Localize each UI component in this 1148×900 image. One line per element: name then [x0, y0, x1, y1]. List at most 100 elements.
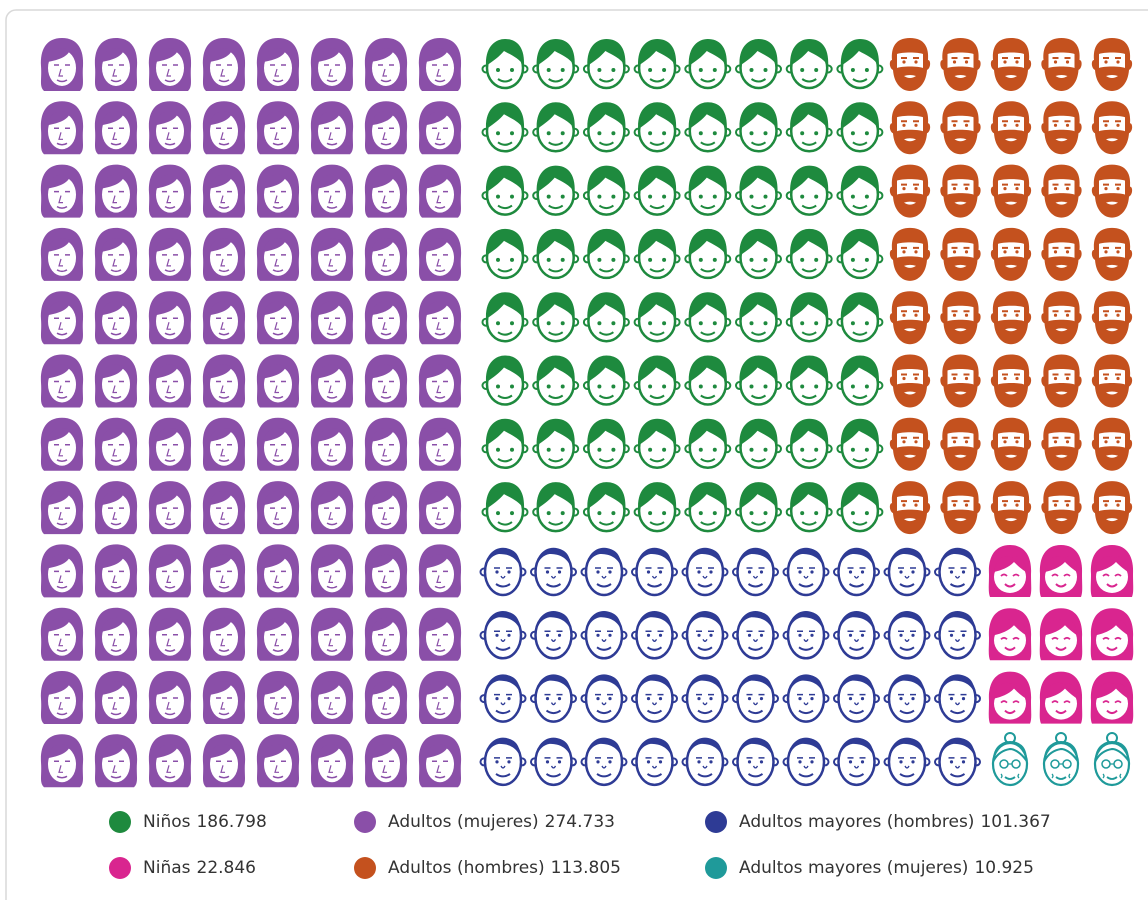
- icon: [95, 38, 137, 91]
- icon: [95, 544, 137, 597]
- icon: [311, 228, 353, 281]
- icon: [365, 418, 407, 471]
- legend-label: Adultos (hombres)113.805: [388, 858, 621, 878]
- icon: [989, 545, 1032, 597]
- icon: [149, 165, 191, 218]
- chart: Niños186.798 Niñas22.846 Adultos (mujeres)…: [0, 0, 1148, 900]
- legend-name: Adultos (mujeres): [388, 812, 539, 832]
- icon: [257, 418, 299, 471]
- icon: [365, 671, 407, 724]
- legend-swatch: [354, 857, 376, 879]
- icon: [419, 355, 461, 408]
- legend-label: Niños186.798: [143, 812, 267, 832]
- icon: [311, 418, 353, 471]
- icon: [41, 291, 83, 344]
- icon: [257, 101, 299, 154]
- icon: [203, 734, 245, 787]
- icon: [203, 228, 245, 281]
- icon: [203, 101, 245, 154]
- legend-name: Adultos mayores (mujeres): [739, 858, 968, 878]
- icon: [1040, 545, 1083, 597]
- icon: [41, 608, 83, 661]
- icon: [95, 228, 137, 281]
- icon: [257, 165, 299, 218]
- legend-name: Niñas: [143, 858, 191, 878]
- icon: [1091, 545, 1134, 597]
- icon: [365, 165, 407, 218]
- icon: [419, 165, 461, 218]
- legend-swatch: [705, 811, 727, 833]
- icon: [149, 291, 191, 344]
- icon: [95, 355, 137, 408]
- icon: [257, 544, 299, 597]
- icon: [419, 38, 461, 91]
- icon: [257, 608, 299, 661]
- icon: [203, 418, 245, 471]
- icon: [41, 228, 83, 281]
- icon: [365, 291, 407, 344]
- icon: [149, 228, 191, 281]
- icon: [419, 101, 461, 154]
- icon: [41, 481, 83, 534]
- icon: [41, 671, 83, 724]
- legend-value: 186.798: [196, 812, 266, 832]
- icon: [41, 734, 83, 787]
- icon: [419, 481, 461, 534]
- icon: [257, 734, 299, 787]
- icon: [149, 544, 191, 597]
- legend-value: 10.925: [974, 858, 1033, 878]
- icon: [311, 38, 353, 91]
- legend-name: Adultos mayores (hombres): [739, 812, 974, 832]
- icon: [95, 291, 137, 344]
- icon: [311, 165, 353, 218]
- icon: [365, 228, 407, 281]
- icon: [989, 608, 1032, 660]
- icon: [365, 355, 407, 408]
- icon: [419, 544, 461, 597]
- icon: [1091, 608, 1134, 660]
- icon: [311, 481, 353, 534]
- icon: [1040, 672, 1083, 724]
- icon: [41, 418, 83, 471]
- icon: [41, 355, 83, 408]
- icon: [41, 101, 83, 154]
- legend-label: Adultos mayores (mujeres) 10.925: [739, 858, 1034, 878]
- icon: [95, 165, 137, 218]
- icon: [95, 734, 137, 787]
- icon: [149, 608, 191, 661]
- icon: [311, 101, 353, 154]
- icon: [95, 671, 137, 724]
- legend-swatch: [109, 811, 131, 833]
- legend-label: Adultos (mujeres) 274.733: [388, 812, 615, 832]
- icon: [203, 165, 245, 218]
- icon: [203, 544, 245, 597]
- icon: [365, 101, 407, 154]
- legend-value: 274.733: [545, 812, 615, 832]
- icon: [1091, 672, 1134, 724]
- icon: [95, 608, 137, 661]
- icon: [257, 228, 299, 281]
- icon: [311, 355, 353, 408]
- icon: [365, 481, 407, 534]
- icon: [149, 734, 191, 787]
- icon: [257, 291, 299, 344]
- icon: [311, 671, 353, 724]
- icon: [95, 481, 137, 534]
- icon: [419, 228, 461, 281]
- legend-value: 101.367: [980, 812, 1050, 832]
- icon: [95, 418, 137, 471]
- icon: [419, 291, 461, 344]
- icon: [419, 671, 461, 724]
- icon: [365, 734, 407, 787]
- icon: [149, 355, 191, 408]
- icon: [149, 38, 191, 91]
- icon: [989, 672, 1032, 724]
- icon: [311, 734, 353, 787]
- legend-swatch: [354, 811, 376, 833]
- icon: [41, 38, 83, 91]
- icon: [149, 418, 191, 471]
- icon: [311, 544, 353, 597]
- icon: [419, 608, 461, 661]
- icon: [365, 544, 407, 597]
